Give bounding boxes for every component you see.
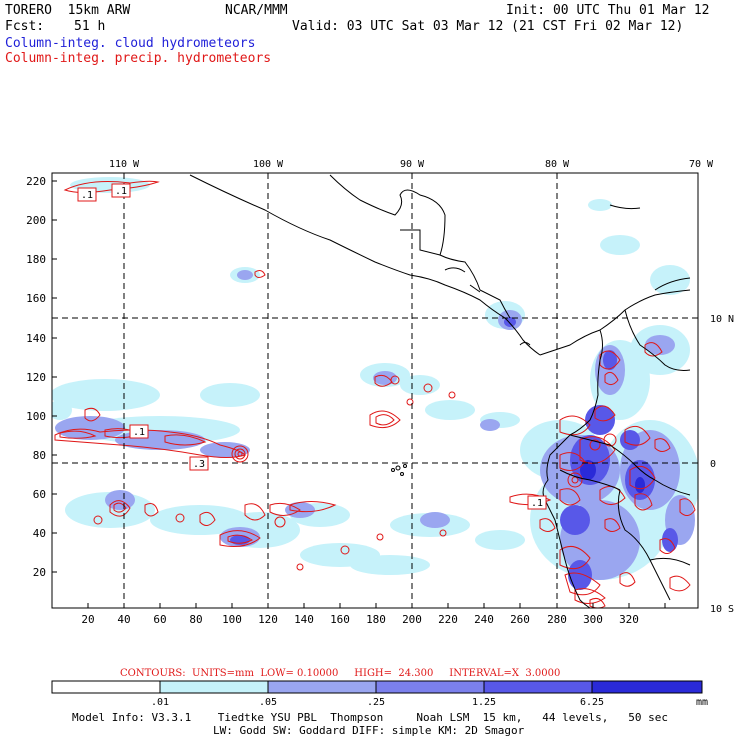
y-tick-label: 80 (33, 449, 46, 462)
plot-frame (51, 172, 699, 609)
y-tick-label: 200 (26, 214, 46, 227)
x-tick-label: 280 (547, 613, 567, 626)
colorbar-value: .25 (367, 697, 385, 708)
x-tick-label: 300 (583, 613, 603, 626)
coastlines (189, 174, 691, 608)
forecast-label: Fcst: (5, 19, 45, 34)
x-tick-label: 40 (117, 613, 130, 626)
legend-cloud-hydrometeors: Column-integ. cloud hydrometeors (5, 36, 256, 51)
x-tick-label: 220 (438, 613, 458, 626)
contour-label: .1 (115, 186, 127, 197)
legend-precip-hydrometeors: Column-integ. precip. hydrometeors (5, 51, 272, 66)
x-tick-label: 100 (222, 613, 242, 626)
graticule (52, 173, 698, 608)
y-tick-label: 120 (26, 371, 46, 384)
x-tick-label: 60 (153, 613, 166, 626)
colorbar-unit: mm (696, 697, 708, 708)
contours-info: CONTOURS: UNITS=mm LOW= 0.10000 HIGH= 24… (120, 668, 561, 679)
tick-marks (52, 180, 666, 608)
model-info-line-1: Model Info: V3.3.1 Tiedtke YSU PBL Thomp… (72, 711, 669, 724)
valid-time: Valid: 03 UTC Sat 03 Mar 12 (21 CST Fri … (292, 19, 684, 34)
contour-label: .3 (193, 459, 205, 470)
model-info-line-2: LW: Godd SW: Goddard DIFF: simple KM: 2D… (213, 724, 525, 737)
y-tick-label: 20 (33, 566, 46, 579)
colorbar-value: 6.25 (580, 697, 604, 708)
contour-label: .1 (133, 427, 145, 438)
x-tick-label: 140 (294, 613, 314, 626)
cloud-shading (52, 177, 698, 590)
lon-label-110w: 110 W (109, 159, 140, 170)
colorbar-value: 1.25 (472, 697, 496, 708)
y-tick-label: 140 (26, 332, 46, 345)
y-tick-label: 180 (26, 253, 46, 266)
center-label: NCAR/MMM (225, 3, 288, 18)
y-tick-label: 100 (26, 410, 46, 423)
colorbar-value: .05 (259, 697, 277, 708)
lat-label-10n: 10 N (710, 314, 734, 325)
colorbar (51, 680, 703, 694)
model-title: TORERO 15km ARW (5, 3, 131, 18)
forecast-hour: 51 h (74, 19, 106, 34)
x-tick-label: 240 (474, 613, 494, 626)
x-tick-label: 120 (258, 613, 278, 626)
colorbar-value: .01 (151, 697, 169, 708)
contour-label: .1 (531, 498, 543, 509)
y-tick-label: 160 (26, 292, 46, 305)
lon-label-100w: 100 W (253, 159, 284, 170)
lon-label-70w: 70 W (689, 159, 714, 170)
lon-label-90w: 90 W (400, 159, 425, 170)
x-tick-label: 200 (402, 613, 422, 626)
lat-label-10s: 10 S (710, 604, 734, 615)
x-tick-label: 260 (510, 613, 530, 626)
y-tick-label: 60 (33, 488, 46, 501)
x-tick-label: 160 (330, 613, 350, 626)
x-tick-label: 20 (81, 613, 94, 626)
x-tick-label: 320 (619, 613, 639, 626)
lat-label-0: 0 (710, 459, 716, 470)
lon-label-80w: 80 W (545, 159, 570, 170)
y-tick-label: 220 (26, 175, 46, 188)
x-tick-label: 180 (366, 613, 386, 626)
x-tick-label: 80 (189, 613, 202, 626)
contour-label: .1 (81, 190, 93, 201)
init-time: Init: 00 UTC Thu 01 Mar 12 (506, 3, 710, 18)
y-tick-label: 40 (33, 527, 46, 540)
